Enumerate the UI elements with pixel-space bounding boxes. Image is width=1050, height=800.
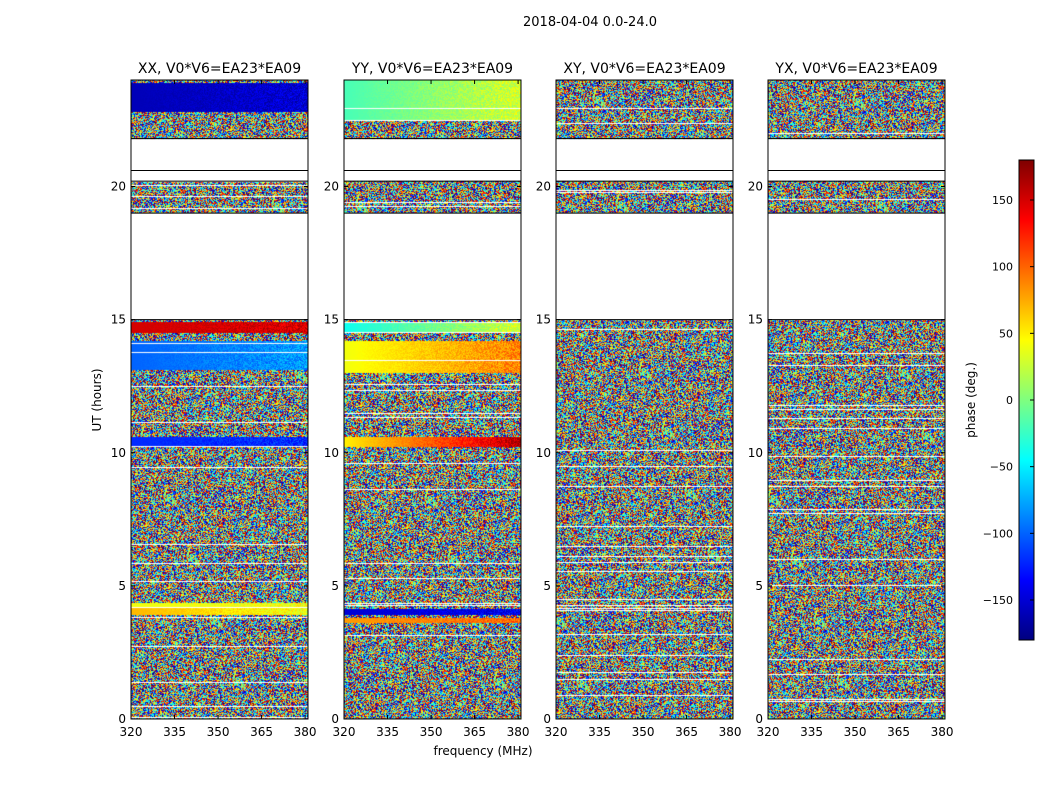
x-tick-label: 350 xyxy=(420,725,443,739)
panel-title: YY, V0*V6=EA23*EA09 xyxy=(351,61,513,77)
y-tick-label: 20 xyxy=(536,180,551,194)
y-tick-label: 10 xyxy=(111,446,126,460)
x-tick-label: 320 xyxy=(757,725,780,739)
panel-title: YX, V0*V6=EA23*EA09 xyxy=(774,61,937,77)
y-tick-label: 0 xyxy=(331,712,339,726)
panel-title: XY, V0*V6=EA23*EA09 xyxy=(563,61,725,77)
colorbar-tick-label: −100 xyxy=(983,527,1013,540)
panel-yx: YX, V0*V6=EA23*EA09 320 335 350 365 380 0 5 10 15… xyxy=(748,61,954,739)
x-tick-label: 365 xyxy=(463,725,486,739)
x-tick-label: 350 xyxy=(207,725,230,739)
panel-yy: YY, V0*V6=EA23*EA09 320 335 350 365 380 0 5 10 15… xyxy=(324,61,530,739)
y-tick-label: 20 xyxy=(111,180,126,194)
x-tick-label: 335 xyxy=(376,725,399,739)
panel-xx: XX, V0*V6=EA23*EA09 320 335 350 365 380 0 5 10 15… xyxy=(111,61,317,739)
y-tick-label: 5 xyxy=(331,579,339,593)
plot-frame xyxy=(555,79,734,720)
heatmap-raster xyxy=(768,80,945,719)
x-tick-label: 380 xyxy=(719,725,742,739)
y-tick-label: 5 xyxy=(543,579,551,593)
x-tick-label: 320 xyxy=(120,725,143,739)
heatmap-raster xyxy=(556,80,733,719)
panel-title: XX, V0*V6=EA23*EA09 xyxy=(138,61,301,77)
y-tick-label: 0 xyxy=(755,712,763,726)
y-tick-label: 10 xyxy=(324,446,339,460)
y-tick-label: 15 xyxy=(536,313,551,327)
x-tick-label: 320 xyxy=(545,725,568,739)
plot-frame xyxy=(130,79,309,720)
plot-frame xyxy=(343,79,522,720)
x-axis-label: frequency (MHz) xyxy=(433,744,532,758)
x-tick-label: 335 xyxy=(800,725,823,739)
y-tick-label: 20 xyxy=(324,180,339,194)
heatmap-raster xyxy=(344,80,521,719)
y-tick-label: 10 xyxy=(748,446,763,460)
x-tick-label: 320 xyxy=(333,725,356,739)
x-tick-label: 380 xyxy=(507,725,530,739)
x-tick-label: 365 xyxy=(250,725,273,739)
y-tick-label: 0 xyxy=(543,712,551,726)
y-tick-label: 15 xyxy=(111,313,126,327)
colorbar-tick-label: 0 xyxy=(1006,394,1013,407)
y-tick-label: 5 xyxy=(118,579,126,593)
x-tick-label: 365 xyxy=(887,725,910,739)
colorbar: −150 −100 −50 0 50 100 150 phase (deg.) xyxy=(964,159,1035,641)
colorbar-tick-label: −150 xyxy=(983,594,1013,607)
y-tick-label: 15 xyxy=(324,313,339,327)
y-tick-label: 5 xyxy=(755,579,763,593)
colorbar-label: phase (deg.) xyxy=(964,362,978,438)
x-tick-label: 365 xyxy=(675,725,698,739)
heatmap-raster xyxy=(131,80,308,719)
x-tick-label: 380 xyxy=(294,725,317,739)
x-tick-label: 380 xyxy=(931,725,954,739)
colorbar-tick-label: 150 xyxy=(992,194,1013,207)
panel-xy: XY, V0*V6=EA23*EA09 320 335 350 365 380 0 5 10 15… xyxy=(536,61,742,739)
colorbar-tick-label: 100 xyxy=(992,261,1013,274)
x-tick-label: 335 xyxy=(588,725,611,739)
y-tick-label: 15 xyxy=(748,313,763,327)
colorbar-tick-label: 50 xyxy=(999,327,1013,340)
x-tick-label: 350 xyxy=(632,725,655,739)
y-tick-label: 0 xyxy=(118,712,126,726)
figure-title: 2018-04-04 0.0-24.0 xyxy=(523,15,657,30)
colorbar-tick-label: −50 xyxy=(990,461,1013,474)
y-tick-label: 20 xyxy=(748,180,763,194)
y-tick-label: 10 xyxy=(536,446,551,460)
x-tick-label: 350 xyxy=(844,725,867,739)
plot-frame xyxy=(767,79,946,720)
x-tick-label: 335 xyxy=(163,725,186,739)
y-axis-label: UT (hours) xyxy=(90,368,104,431)
